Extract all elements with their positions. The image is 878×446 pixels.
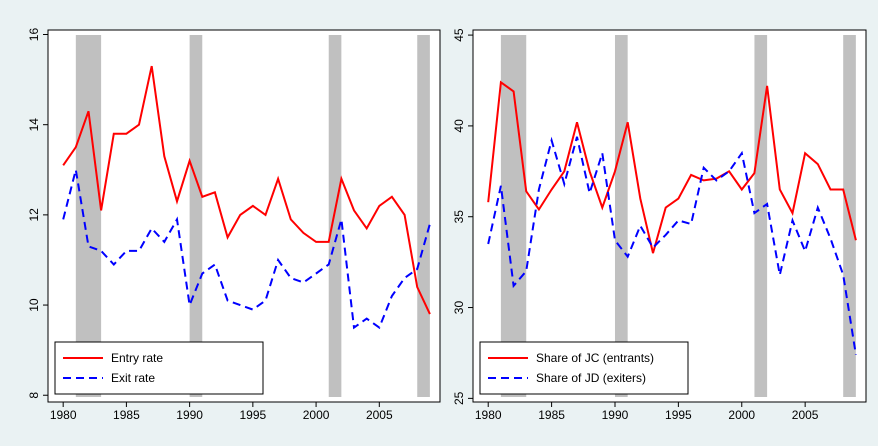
x-tick-label: 1985 [113,408,140,422]
plot-area [472,29,867,403]
legend-label: Share of JC (entrants) [536,351,654,365]
x-tick-label: 1980 [50,408,77,422]
y-tick-label: 30 [452,301,466,315]
x-tick-label: 1980 [475,408,502,422]
x-tick-label: 1990 [602,408,629,422]
data-line [62,65,431,315]
legend: Share of JC (entrants) Share of JD (exite… [479,341,689,395]
legend-box [479,341,689,395]
data-line [487,136,857,355]
y-tick-label: 45 [452,28,466,42]
x-tick-label: 2005 [792,408,819,422]
legend: Entry rate Exit rate [54,341,264,395]
shaded-region [614,35,628,397]
legend-label: Entry rate [111,351,163,365]
shaded-region [75,35,102,397]
legend-label: Exit rate [111,371,155,385]
y-tick-label: 40 [452,119,466,133]
x-tick-label: 2000 [728,408,755,422]
y-tick-label: 16 [27,28,41,42]
y-tick-label: 14 [27,118,41,132]
data-line [487,80,857,254]
y-tick-label: 25 [452,391,466,405]
shaded-region [328,35,342,397]
y-tick-label: 10 [27,298,41,312]
x-tick-label: 2005 [366,408,393,422]
legend-label: Share of JD (exiters) [536,371,646,385]
data-line [62,169,431,330]
legend-box [54,341,264,395]
x-tick-label: 2000 [303,408,330,422]
y-tick-label: 12 [27,208,41,222]
shaded-region [754,35,768,397]
x-tick-label: 1990 [176,408,203,422]
shaded-region [417,35,430,397]
x-tick-label: 1995 [665,408,692,422]
shaded-region [189,35,203,397]
y-tick-label: 35 [452,210,466,224]
x-tick-label: 1985 [538,408,565,422]
y-tick-label: 8 [27,392,41,399]
x-tick-label: 1995 [240,408,267,422]
